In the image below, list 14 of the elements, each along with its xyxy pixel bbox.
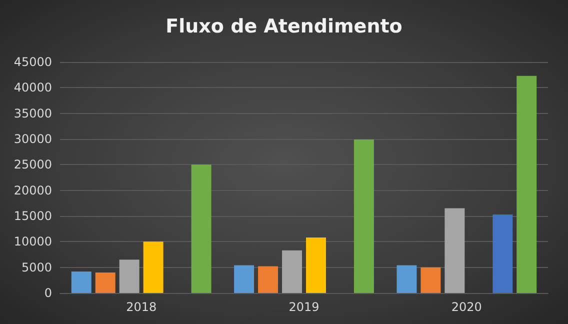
y-tick-label: 0 xyxy=(44,286,52,300)
y-tick-label: 10000 xyxy=(14,234,52,249)
y-tick-label: 15000 xyxy=(14,209,52,223)
y-tick-label: 45000 xyxy=(14,55,52,69)
y-tick-label: 40000 xyxy=(14,80,52,95)
x-tick-label: 2018 xyxy=(126,300,157,314)
x-tick-label: 2020 xyxy=(451,300,482,314)
y-tick-label: 20000 xyxy=(14,183,52,198)
y-tick-label: 30000 xyxy=(14,132,52,146)
y-tick-label: 5000 xyxy=(21,260,52,274)
y-tick-label: 25000 xyxy=(14,158,52,172)
x-tick-label: 2019 xyxy=(288,300,320,314)
chart-title: Fluxo de Atendimento xyxy=(166,16,402,38)
y-tick-label: 35000 xyxy=(14,106,52,120)
